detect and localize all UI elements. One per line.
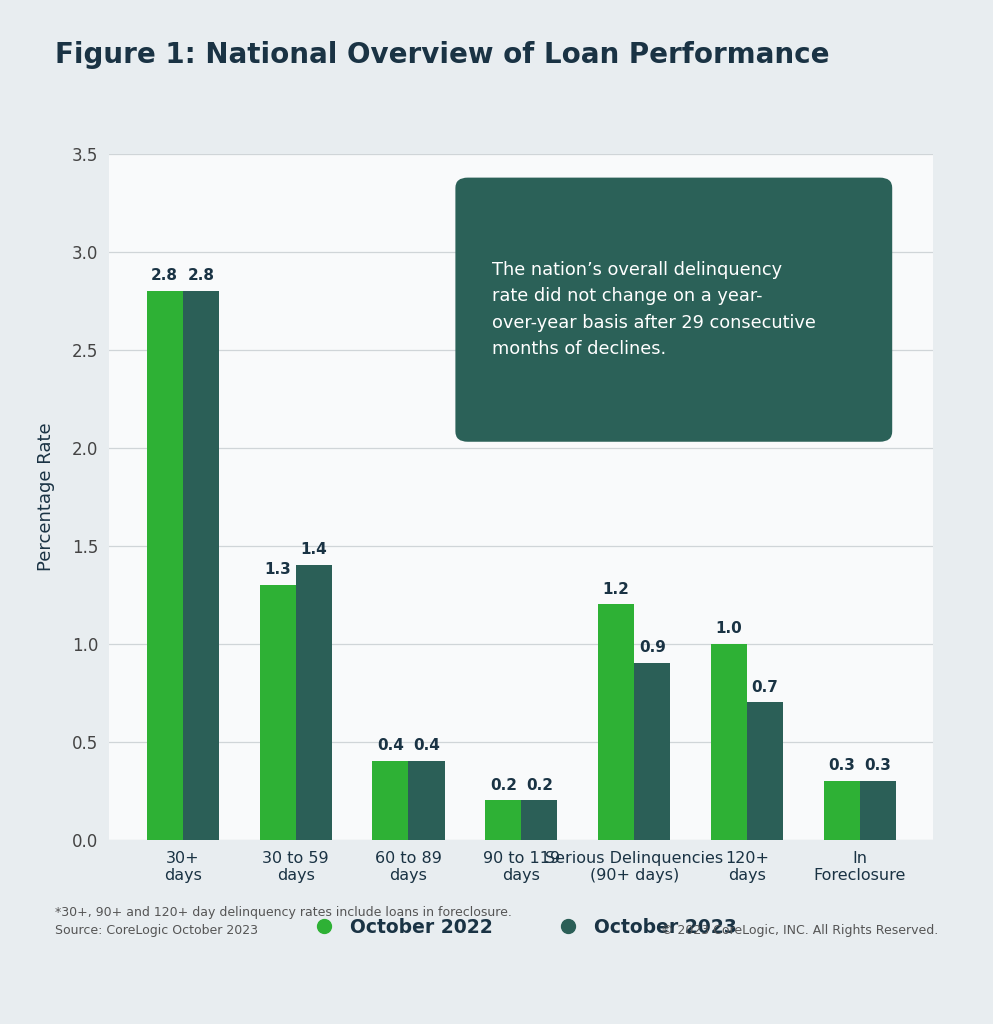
Text: 0.9: 0.9: [638, 640, 665, 655]
Bar: [711, 644, 747, 840]
Legend: October 2022, October 2023: October 2022, October 2023: [306, 918, 737, 937]
Text: 1.2: 1.2: [603, 582, 630, 597]
Bar: [747, 702, 783, 840]
Text: 1.0: 1.0: [716, 621, 743, 636]
Text: 0.7: 0.7: [752, 680, 779, 694]
Text: 0.2: 0.2: [526, 777, 553, 793]
Bar: [183, 291, 218, 840]
Text: 0.3: 0.3: [865, 758, 892, 773]
Bar: [860, 781, 896, 840]
Text: The nation’s overall delinquency
rate did not change on a year-
over-year basis : The nation’s overall delinquency rate di…: [493, 261, 816, 358]
Bar: [486, 801, 521, 840]
Bar: [408, 761, 445, 840]
Text: *30+, 90+ and 120+ day delinquency rates include loans in foreclosure.: *30+, 90+ and 120+ day delinquency rates…: [55, 906, 511, 920]
Bar: [521, 801, 557, 840]
Y-axis label: Percentage Rate: Percentage Rate: [37, 422, 55, 571]
Bar: [259, 585, 296, 840]
Bar: [147, 291, 183, 840]
Text: 1.4: 1.4: [300, 543, 327, 557]
Bar: [372, 761, 408, 840]
Text: 2.8: 2.8: [151, 268, 179, 283]
Text: 1.3: 1.3: [264, 562, 291, 577]
Text: 0.4: 0.4: [377, 738, 404, 754]
Text: 2.8: 2.8: [188, 268, 214, 283]
FancyBboxPatch shape: [456, 177, 892, 441]
Text: 0.4: 0.4: [413, 738, 440, 754]
Text: 0.2: 0.2: [490, 777, 516, 793]
Bar: [296, 565, 332, 840]
Text: Figure 1: National Overview of Loan Performance: Figure 1: National Overview of Loan Perf…: [55, 41, 829, 69]
Bar: [824, 781, 860, 840]
Text: 0.3: 0.3: [828, 758, 855, 773]
Bar: [635, 664, 670, 840]
Text: Source: CoreLogic October 2023: Source: CoreLogic October 2023: [55, 924, 257, 937]
Bar: [598, 604, 635, 840]
Text: © 2023 CoreLogic, INC. All Rights Reserved.: © 2023 CoreLogic, INC. All Rights Reserv…: [661, 924, 938, 937]
